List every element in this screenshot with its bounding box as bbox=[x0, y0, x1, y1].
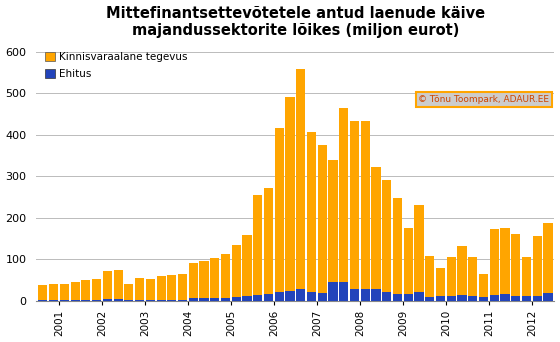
Bar bbox=[296, 289, 305, 301]
Bar bbox=[253, 195, 263, 295]
Text: © Tõnu Toompark, ADAUR.EE: © Tõnu Toompark, ADAUR.EE bbox=[418, 95, 549, 104]
Bar bbox=[275, 292, 284, 301]
Bar bbox=[264, 187, 273, 293]
Bar bbox=[436, 296, 445, 301]
Bar bbox=[146, 279, 155, 300]
Bar bbox=[318, 293, 327, 301]
Bar bbox=[221, 254, 230, 298]
Bar bbox=[489, 229, 499, 295]
Bar bbox=[178, 274, 187, 300]
Bar bbox=[404, 228, 413, 293]
Bar bbox=[501, 228, 510, 294]
Bar bbox=[60, 300, 69, 301]
Bar bbox=[522, 296, 531, 301]
Bar bbox=[242, 235, 251, 296]
Bar bbox=[199, 298, 209, 301]
Bar bbox=[543, 223, 553, 293]
Bar bbox=[232, 297, 241, 301]
Bar bbox=[286, 97, 295, 291]
Bar bbox=[71, 300, 80, 301]
Legend: Kinnisvaraalane tegevus, Ehitus: Kinnisvaraalane tegevus, Ehitus bbox=[41, 49, 191, 82]
Bar bbox=[350, 121, 359, 289]
Bar bbox=[103, 271, 112, 299]
Bar bbox=[350, 289, 359, 301]
Bar bbox=[533, 295, 542, 301]
Bar bbox=[307, 292, 316, 301]
Bar bbox=[81, 300, 90, 301]
Bar bbox=[339, 282, 348, 301]
Bar bbox=[318, 145, 327, 293]
Bar bbox=[167, 275, 176, 300]
Bar bbox=[135, 278, 144, 300]
Bar bbox=[458, 295, 466, 301]
Bar bbox=[124, 300, 133, 301]
Bar bbox=[501, 294, 510, 301]
Bar bbox=[49, 284, 58, 300]
Bar bbox=[296, 69, 305, 289]
Bar bbox=[156, 300, 166, 301]
Bar bbox=[511, 234, 520, 295]
Bar bbox=[146, 300, 155, 301]
Bar bbox=[92, 279, 101, 300]
Bar bbox=[479, 297, 488, 301]
Bar bbox=[393, 198, 402, 293]
Bar bbox=[436, 268, 445, 296]
Bar bbox=[361, 121, 370, 289]
Bar bbox=[253, 295, 263, 301]
Bar bbox=[371, 167, 381, 289]
Bar bbox=[286, 291, 295, 301]
Bar bbox=[199, 261, 209, 298]
Bar bbox=[232, 245, 241, 297]
Bar bbox=[114, 299, 123, 301]
Bar bbox=[382, 292, 391, 301]
Bar bbox=[221, 298, 230, 301]
Bar bbox=[210, 298, 220, 301]
Bar bbox=[382, 180, 391, 292]
Bar bbox=[533, 236, 542, 295]
Bar bbox=[38, 300, 48, 301]
Bar bbox=[329, 282, 338, 301]
Bar bbox=[404, 293, 413, 301]
Bar bbox=[393, 293, 402, 301]
Bar bbox=[156, 276, 166, 300]
Bar bbox=[543, 293, 553, 301]
Bar bbox=[189, 263, 198, 298]
Bar bbox=[425, 297, 435, 301]
Bar bbox=[135, 300, 144, 301]
Bar bbox=[210, 258, 220, 298]
Bar bbox=[178, 300, 187, 301]
Bar bbox=[511, 295, 520, 301]
Bar bbox=[103, 299, 112, 301]
Bar bbox=[414, 292, 423, 301]
Bar bbox=[414, 205, 423, 292]
Bar bbox=[49, 300, 58, 301]
Bar bbox=[522, 258, 531, 296]
Bar bbox=[264, 293, 273, 301]
Bar bbox=[468, 295, 477, 301]
Bar bbox=[447, 257, 456, 295]
Bar bbox=[489, 295, 499, 301]
Bar bbox=[81, 280, 90, 300]
Bar bbox=[458, 246, 466, 295]
Bar bbox=[38, 285, 48, 300]
Bar bbox=[361, 289, 370, 301]
Bar bbox=[339, 108, 348, 282]
Bar bbox=[189, 298, 198, 301]
Bar bbox=[92, 300, 101, 301]
Bar bbox=[329, 160, 338, 282]
Bar bbox=[371, 289, 381, 301]
Bar bbox=[167, 300, 176, 301]
Bar bbox=[71, 282, 80, 300]
Bar bbox=[124, 285, 133, 300]
Bar bbox=[60, 284, 69, 300]
Title: Mittefinantsettevõtetele antud laenude käive
majandussektorite lõikes (miljon eu: Mittefinantsettevõtetele antud laenude k… bbox=[106, 5, 485, 38]
Bar bbox=[425, 256, 435, 297]
Bar bbox=[447, 295, 456, 301]
Bar bbox=[468, 257, 477, 295]
Bar bbox=[479, 274, 488, 297]
Bar bbox=[307, 132, 316, 292]
Bar bbox=[242, 296, 251, 301]
Bar bbox=[275, 128, 284, 292]
Bar bbox=[114, 270, 123, 299]
